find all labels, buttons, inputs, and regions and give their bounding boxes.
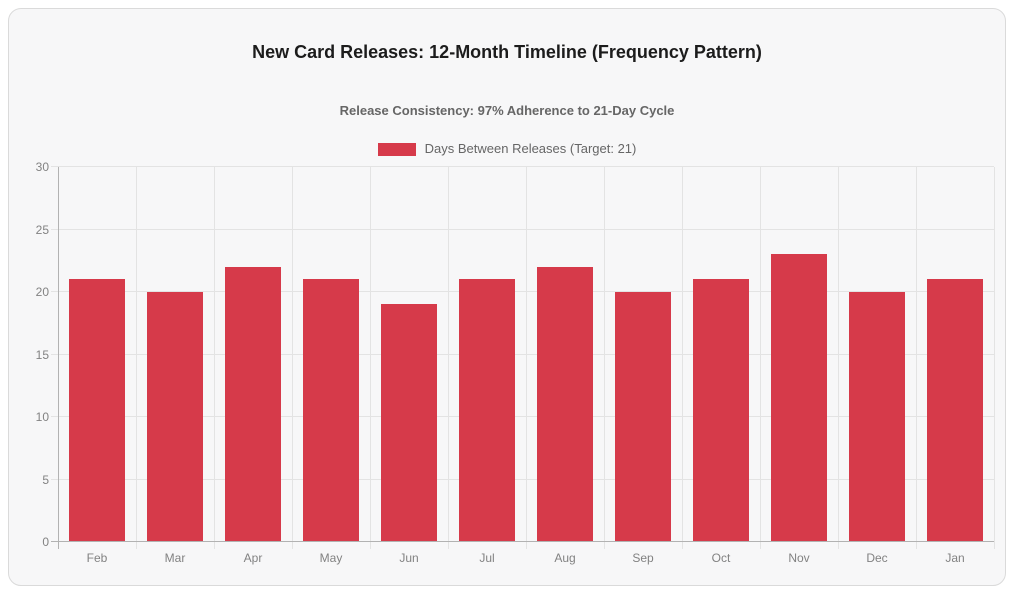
chart-title: New Card Releases: 12-Month Timeline (Fr… <box>252 42 762 62</box>
v-gridline <box>213 167 215 549</box>
y-tick-label: 30 <box>35 160 49 174</box>
bar-sep[interactable] <box>615 292 671 542</box>
chart-legend[interactable]: Days Between Releases (Target: 21) <box>9 141 1005 157</box>
bar-apr[interactable] <box>225 267 281 542</box>
x-tick-label: Mar <box>164 551 186 565</box>
legend-swatch-icon <box>377 142 416 156</box>
y-tick-label: 25 <box>35 223 49 237</box>
h-gridline <box>51 353 994 355</box>
v-gridline <box>838 167 839 549</box>
x-tick-label: May <box>319 551 343 565</box>
y-tick-label: 10 <box>35 410 49 424</box>
bar-may[interactable] <box>303 279 359 542</box>
x-tick-label: Dec <box>866 551 888 565</box>
h-gridline <box>51 228 994 230</box>
y-tick-label: 5 <box>42 473 49 487</box>
h-gridline <box>51 416 994 417</box>
plot-area <box>51 166 995 549</box>
bar-mar[interactable] <box>147 292 203 542</box>
v-gridline <box>369 167 371 549</box>
y-axis-line <box>58 167 59 549</box>
v-gridline <box>448 167 449 549</box>
bar-feb[interactable] <box>69 279 125 542</box>
bar-aug[interactable] <box>537 267 593 542</box>
x-axis-line <box>51 541 994 542</box>
h-gridline <box>51 478 994 480</box>
x-tick-label: Jan <box>945 551 965 565</box>
v-gridline <box>760 167 761 549</box>
v-gridline <box>135 167 137 549</box>
v-gridline <box>292 167 293 549</box>
chart-card: New Card Releases: 12-Month Timeline (Fr… <box>8 8 1006 586</box>
y-tick-label: 0 <box>42 535 49 549</box>
bar-nov[interactable] <box>771 254 827 542</box>
bar-jan[interactable] <box>927 279 983 542</box>
x-tick-label: Aug <box>554 551 576 565</box>
x-tick-label: Nov <box>788 551 810 565</box>
bar-jun[interactable] <box>381 304 437 542</box>
v-gridline <box>526 167 527 549</box>
bar-jul[interactable] <box>459 279 515 542</box>
x-tick-label: Jun <box>399 551 419 565</box>
v-gridline <box>994 167 995 549</box>
x-tick-label: Sep <box>632 551 654 565</box>
v-gridline <box>604 167 605 549</box>
h-gridline <box>51 291 994 292</box>
x-tick-label: Oct <box>711 551 731 565</box>
x-tick-label: Jul <box>479 551 495 565</box>
chart-subtitle: Release Consistency: 97% Adherence to 21… <box>339 103 675 118</box>
bar-dec[interactable] <box>849 292 905 542</box>
v-gridline <box>681 167 683 549</box>
x-tick-label: Feb <box>86 551 108 565</box>
x-tick-label: Apr <box>243 551 263 565</box>
y-tick-label: 15 <box>35 348 49 362</box>
bar-oct[interactable] <box>693 279 749 542</box>
legend-label: Days Between Releases (Target: 21) <box>424 141 637 156</box>
v-gridline <box>916 167 917 549</box>
y-tick-label: 20 <box>35 285 49 299</box>
h-gridline <box>51 166 994 167</box>
